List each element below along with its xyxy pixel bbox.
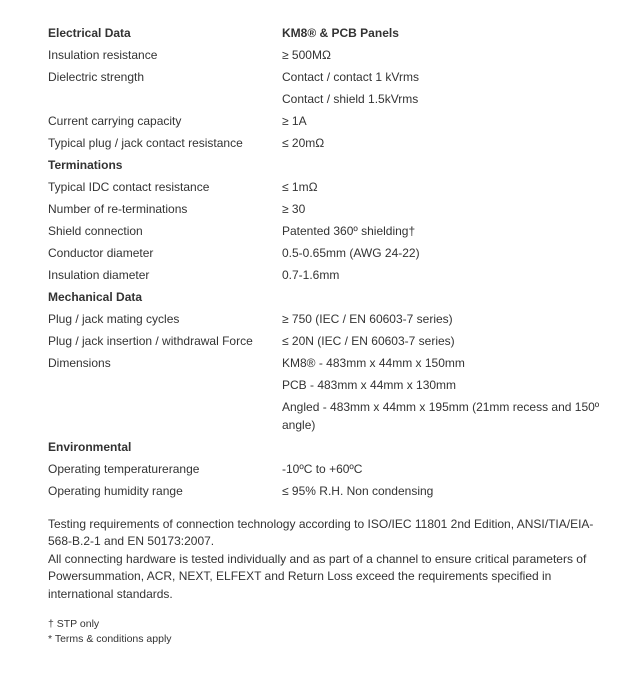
- spec-label: Plug / jack insertion / withdrawal Force: [48, 332, 282, 350]
- spec-value: ≤ 1mΩ: [282, 178, 602, 196]
- spec-label: Current carrying capacity: [48, 112, 282, 130]
- spec-value: ≥ 30: [282, 200, 602, 218]
- spec-page: Electrical Data KM8® & PCB Panels Insula…: [0, 0, 642, 676]
- spec-row: Plug / jack mating cycles ≥ 750 (IEC / E…: [48, 310, 602, 328]
- spec-value-extra: Contact / shield 1.5kVrms: [282, 90, 602, 108]
- footnote-stp: † STP only: [48, 617, 602, 632]
- spec-label: Operating humidity range: [48, 482, 282, 500]
- spec-value: Contact / contact 1 kVrms: [282, 68, 602, 86]
- spec-value-extra: Angled - 483mm x 44mm x 195mm (21mm rece…: [282, 398, 602, 434]
- spec-value: ≥ 500MΩ: [282, 46, 602, 64]
- spec-value: ≥ 750 (IEC / EN 60603-7 series): [282, 310, 602, 328]
- spec-row: Conductor diameter 0.5-0.65mm (AWG 24-22…: [48, 244, 602, 262]
- spec-label: Dielectric strength: [48, 68, 282, 86]
- spec-row: Current carrying capacity ≥ 1A: [48, 112, 602, 130]
- terminations-header: Terminations: [48, 156, 602, 174]
- spec-value: 0.5-0.65mm (AWG 24-22): [282, 244, 602, 262]
- header-left: Electrical Data: [48, 24, 282, 42]
- spec-row: Insulation resistance ≥ 500MΩ: [48, 46, 602, 64]
- spec-row: Dielectric strength Contact / contact 1 …: [48, 68, 602, 86]
- spec-row: Insulation diameter 0.7-1.6mm: [48, 266, 602, 284]
- spec-label: Typical plug / jack contact resistance: [48, 134, 282, 152]
- spec-label: Shield connection: [48, 222, 282, 240]
- spec-label: Insulation resistance: [48, 46, 282, 64]
- spec-row: Number of re-terminations ≥ 30: [48, 200, 602, 218]
- spec-label: Number of re-terminations: [48, 200, 282, 218]
- footnotes: † STP only * Terms & conditions apply: [48, 617, 602, 646]
- spec-value: Patented 360º shielding†: [282, 222, 602, 240]
- spec-value-extra: PCB - 483mm x 44mm x 130mm: [282, 376, 602, 394]
- testing-note-p1: Testing requirements of connection techn…: [48, 516, 602, 551]
- spec-value: 0.7-1.6mm: [282, 266, 602, 284]
- testing-note: Testing requirements of connection techn…: [48, 516, 602, 603]
- spec-label: Typical IDC contact resistance: [48, 178, 282, 196]
- spec-label: Operating temperaturerange: [48, 460, 282, 478]
- spec-value: KM8® - 483mm x 44mm x 150mm: [282, 354, 602, 372]
- spec-label: Plug / jack mating cycles: [48, 310, 282, 328]
- spec-value: ≥ 1A: [282, 112, 602, 130]
- environmental-header: Environmental: [48, 438, 602, 456]
- testing-note-p2: All connecting hardware is tested indivi…: [48, 551, 602, 603]
- spec-label: Dimensions: [48, 354, 282, 372]
- spec-row: Operating humidity range ≤ 95% R.H. Non …: [48, 482, 602, 500]
- spec-row: Typical IDC contact resistance ≤ 1mΩ: [48, 178, 602, 196]
- spec-row: Dimensions KM8® - 483mm x 44mm x 150mm: [48, 354, 602, 372]
- spec-value: ≤ 20N (IEC / EN 60603-7 series): [282, 332, 602, 350]
- mechanical-header: Mechanical Data: [48, 288, 602, 306]
- spec-row: Typical plug / jack contact resistance ≤…: [48, 134, 602, 152]
- spec-label: Insulation diameter: [48, 266, 282, 284]
- header-row: Electrical Data KM8® & PCB Panels: [48, 24, 602, 42]
- spec-row: Plug / jack insertion / withdrawal Force…: [48, 332, 602, 350]
- spec-value: -10ºC to +60ºC: [282, 460, 602, 478]
- spec-value: ≤ 20mΩ: [282, 134, 602, 152]
- spec-row: Shield connection Patented 360º shieldin…: [48, 222, 602, 240]
- footnote-terms: * Terms & conditions apply: [48, 632, 602, 647]
- header-right: KM8® & PCB Panels: [282, 24, 602, 42]
- spec-label: Conductor diameter: [48, 244, 282, 262]
- spec-row: Operating temperaturerange -10ºC to +60º…: [48, 460, 602, 478]
- spec-value: ≤ 95% R.H. Non condensing: [282, 482, 602, 500]
